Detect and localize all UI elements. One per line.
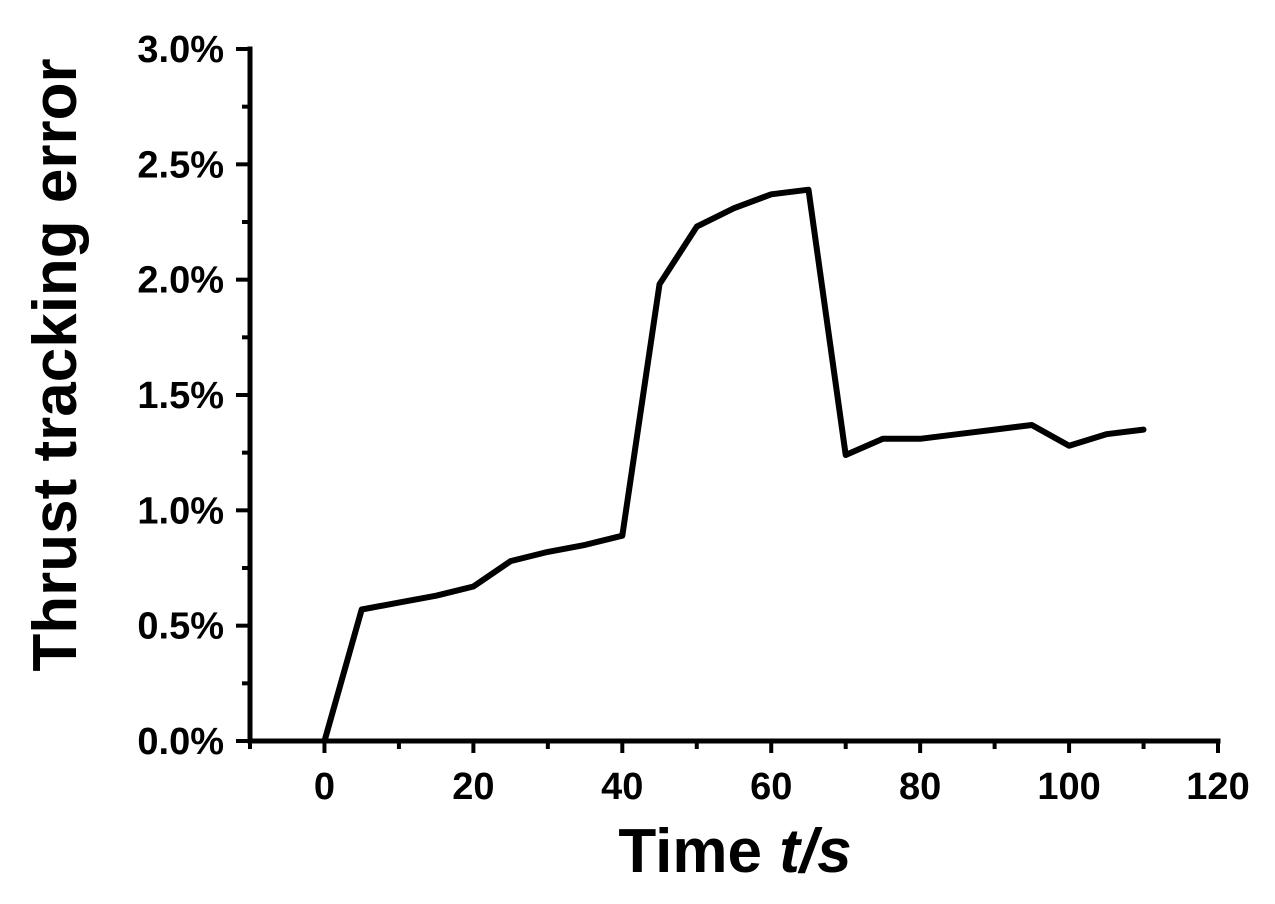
x-tick-label: 0 (314, 766, 335, 808)
y-tick-label: 2.0% (137, 260, 224, 302)
y-tick-label: 3.0% (137, 29, 224, 71)
series (321, 186, 1147, 744)
x-tick-label: 20 (452, 766, 494, 808)
y-tick-label: 0.0% (137, 721, 224, 763)
x-axis-title: Time t/s (618, 817, 851, 886)
y-axis-title: Thrust tracking error (21, 58, 90, 671)
series-line (321, 186, 1147, 744)
x-axis-title-main: Time (618, 817, 779, 886)
x-tick-label: 40 (601, 766, 643, 808)
y-tick-label: 1.5% (137, 375, 224, 417)
x-tick-label: 60 (750, 766, 792, 808)
y-tick-label: 0.5% (137, 606, 224, 648)
tick-labels: 0 20 40 60 80 100 120 0.0% 0.5% 1.0% 1.5% 2.0% 2.5% 3… (137, 29, 1249, 808)
x-tick-label: 80 (899, 766, 941, 808)
x-tick-label: 120 (1186, 766, 1249, 808)
y-tick-label: 2.5% (137, 144, 224, 186)
x-axis-title-italic: t/s (779, 817, 851, 886)
ticks (236, 47, 1220, 753)
axes (247, 46, 1221, 744)
x-tick-label: 100 (1037, 766, 1100, 808)
y-tick-label: 1.0% (137, 490, 224, 532)
